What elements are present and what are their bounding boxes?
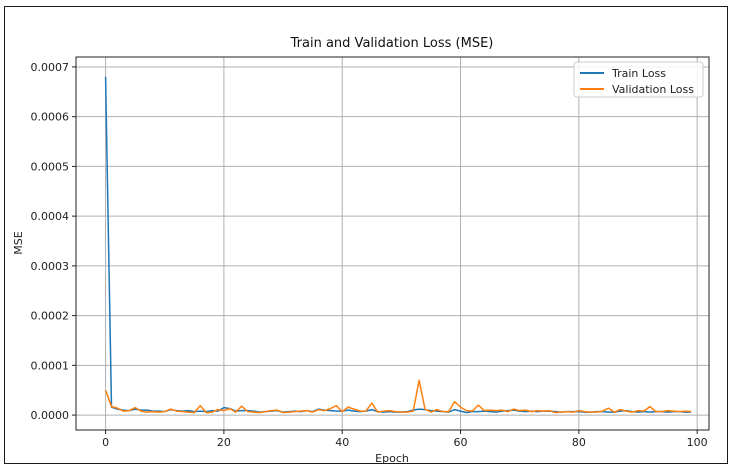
y-tick-label: 0.0007 (31, 61, 70, 74)
series-layer (104, 76, 692, 414)
chart-title: Train and Validation Loss (MSE) (290, 36, 494, 51)
legend: Train Loss Validation Loss (573, 61, 704, 98)
legend-box (573, 61, 704, 98)
y-axis-label: MSE (12, 231, 25, 254)
series-line-validation-loss (104, 379, 692, 414)
y-tick-label: 0.0003 (31, 260, 70, 273)
grid-lines (76, 57, 709, 430)
x-tick-label: 60 (454, 436, 468, 449)
legend-label: Train Loss (611, 67, 666, 80)
y-tick-label: 0.0005 (31, 160, 70, 173)
x-tick-label: 0 (102, 436, 109, 449)
x-tick-label: 40 (335, 436, 349, 449)
y-axis-ticks: 0.0000 0.0001 0.0002 0.0003 0.0004 0.0005 0.00… (31, 61, 76, 422)
x-tick-label: 20 (217, 436, 231, 449)
y-tick-label: 0.0006 (31, 111, 70, 124)
y-tick-label: 0.0002 (31, 310, 70, 323)
legend-label: Validation Loss (612, 83, 694, 96)
y-tick-label: 0.0000 (31, 409, 70, 422)
x-axis-label: Epoch (375, 452, 409, 465)
plot-border (75, 56, 710, 431)
y-tick-label: 0.0004 (31, 210, 70, 223)
x-axis-ticks: 0 20 40 60 80 100 (102, 430, 708, 449)
y-tick-label: 0.0001 (31, 359, 70, 372)
plot-area (76, 57, 709, 430)
x-tick-label: 100 (687, 436, 708, 449)
x-tick-label: 80 (572, 436, 586, 449)
